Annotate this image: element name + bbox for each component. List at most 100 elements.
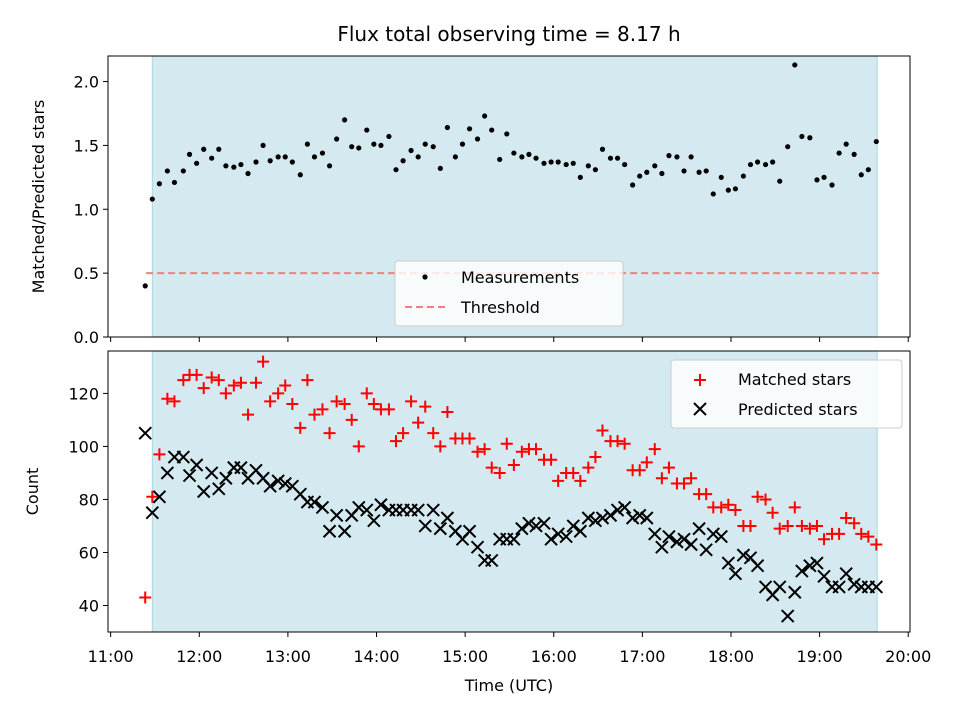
predicted-star-point	[212, 482, 226, 496]
matched-star-point	[161, 392, 174, 405]
matched-star-point	[323, 427, 336, 440]
measurement-point	[630, 182, 636, 188]
matched-star-point	[759, 493, 772, 506]
predicted-star-point	[847, 577, 861, 591]
measurement-point	[238, 161, 244, 168]
matched-star-point	[840, 512, 853, 525]
predicted-star-point	[617, 500, 632, 515]
predicted-star-point	[595, 511, 610, 525]
matched-star-point	[441, 405, 454, 418]
legend-measurements-marker	[422, 274, 428, 280]
measurement-point	[282, 154, 288, 160]
matched-star-point	[773, 522, 786, 535]
matched-star-point	[219, 387, 232, 400]
predicted-star-point	[684, 537, 698, 552]
matched-star-point	[855, 527, 868, 540]
measurement-point	[497, 156, 503, 163]
predicted-star-point	[278, 476, 292, 491]
matched-star-point	[419, 400, 432, 413]
matched-star-point	[294, 421, 307, 434]
top-legend: Measurements Threshold	[394, 260, 624, 327]
measurement-point	[688, 154, 694, 160]
measurement-point	[253, 159, 259, 165]
top-y-axis: 0.0 0.5 1.0 1.5 2.0	[74, 73, 108, 347]
predicted-star-point	[522, 516, 536, 531]
measurement-point	[466, 126, 473, 132]
predicted-star-point	[529, 519, 543, 533]
predicted-star-point	[803, 559, 817, 573]
measurement-point	[371, 141, 377, 147]
measurement-point	[526, 151, 532, 157]
matched-star-point	[795, 519, 808, 532]
matched-star-point	[463, 432, 476, 445]
measurement-point	[607, 155, 614, 161]
predicted-star-point	[692, 521, 706, 536]
legend-matched-label: Matched stars	[738, 370, 851, 389]
top-y-axis-label: Matched/Predicted stars	[29, 100, 48, 294]
matched-star-point	[618, 437, 631, 450]
measurement-point	[289, 159, 295, 165]
measurement-point	[799, 133, 805, 140]
matched-star-point	[729, 504, 742, 517]
measurement-point	[519, 154, 525, 160]
predicted-star-point	[367, 513, 381, 528]
measurement-point	[489, 127, 495, 133]
measurement-point	[378, 142, 384, 149]
predicted-star-point	[433, 521, 448, 536]
predicted-star-point	[337, 524, 352, 538]
predicted-star-point	[706, 527, 720, 541]
predicted-star-point	[160, 466, 175, 480]
matched-star-point	[833, 527, 846, 540]
measurement-point	[482, 113, 488, 119]
bottom-legend-box	[670, 359, 903, 429]
predicted-star-point	[322, 524, 337, 538]
matched-star-point	[397, 427, 410, 440]
matched-star-point	[648, 443, 661, 456]
measurement-point	[703, 168, 709, 174]
matched-star-point	[471, 445, 484, 458]
measurement-point	[754, 159, 761, 165]
matched-star-point	[177, 374, 190, 387]
measurement-point	[747, 161, 754, 168]
measurement-points	[142, 62, 879, 289]
predicted-star-point	[610, 503, 625, 517]
measurement-point	[459, 141, 466, 147]
x-axis-label: Time (UTC)	[464, 676, 553, 695]
predicted-star-point	[625, 511, 640, 525]
matched-star-point	[405, 395, 418, 408]
measurement-point	[474, 136, 481, 142]
measurement-point	[696, 169, 702, 175]
matched-star-point	[316, 403, 329, 416]
predicted-star-point	[411, 503, 425, 517]
measurement-point	[770, 159, 776, 165]
predicted-star-point	[795, 564, 809, 578]
x-tick-label: 11:00	[88, 647, 134, 666]
measurement-point	[555, 159, 561, 165]
legend-predicted-marker	[693, 402, 707, 416]
matched-star-point	[212, 374, 225, 387]
predicted-star-point	[677, 532, 691, 546]
matched-star-point	[434, 440, 447, 453]
measurement-point	[400, 158, 406, 164]
measurement-point	[349, 144, 355, 150]
matched-star-point	[582, 461, 595, 474]
matched-star-point	[227, 379, 240, 392]
measurement-point	[865, 167, 871, 173]
measurement-point	[873, 138, 879, 145]
measurement-point	[851, 151, 857, 157]
predicted-star-point	[780, 609, 795, 623]
measurement-point	[725, 187, 731, 193]
predicted-star-point	[588, 513, 603, 528]
matched-star-point	[153, 448, 166, 461]
predicted-star-point	[462, 524, 477, 538]
measurement-point	[577, 174, 583, 180]
predicted-star-point	[182, 468, 197, 483]
matched-star-point	[810, 519, 823, 532]
bottom-plot-frame	[107, 350, 911, 633]
measurement-point	[829, 182, 835, 188]
predicted-star-point	[189, 458, 204, 472]
matched-star-point	[345, 413, 358, 426]
predicted-star-point	[839, 566, 853, 581]
legend-threshold-label: Threshold	[460, 298, 540, 317]
matched-star-point	[168, 395, 181, 408]
